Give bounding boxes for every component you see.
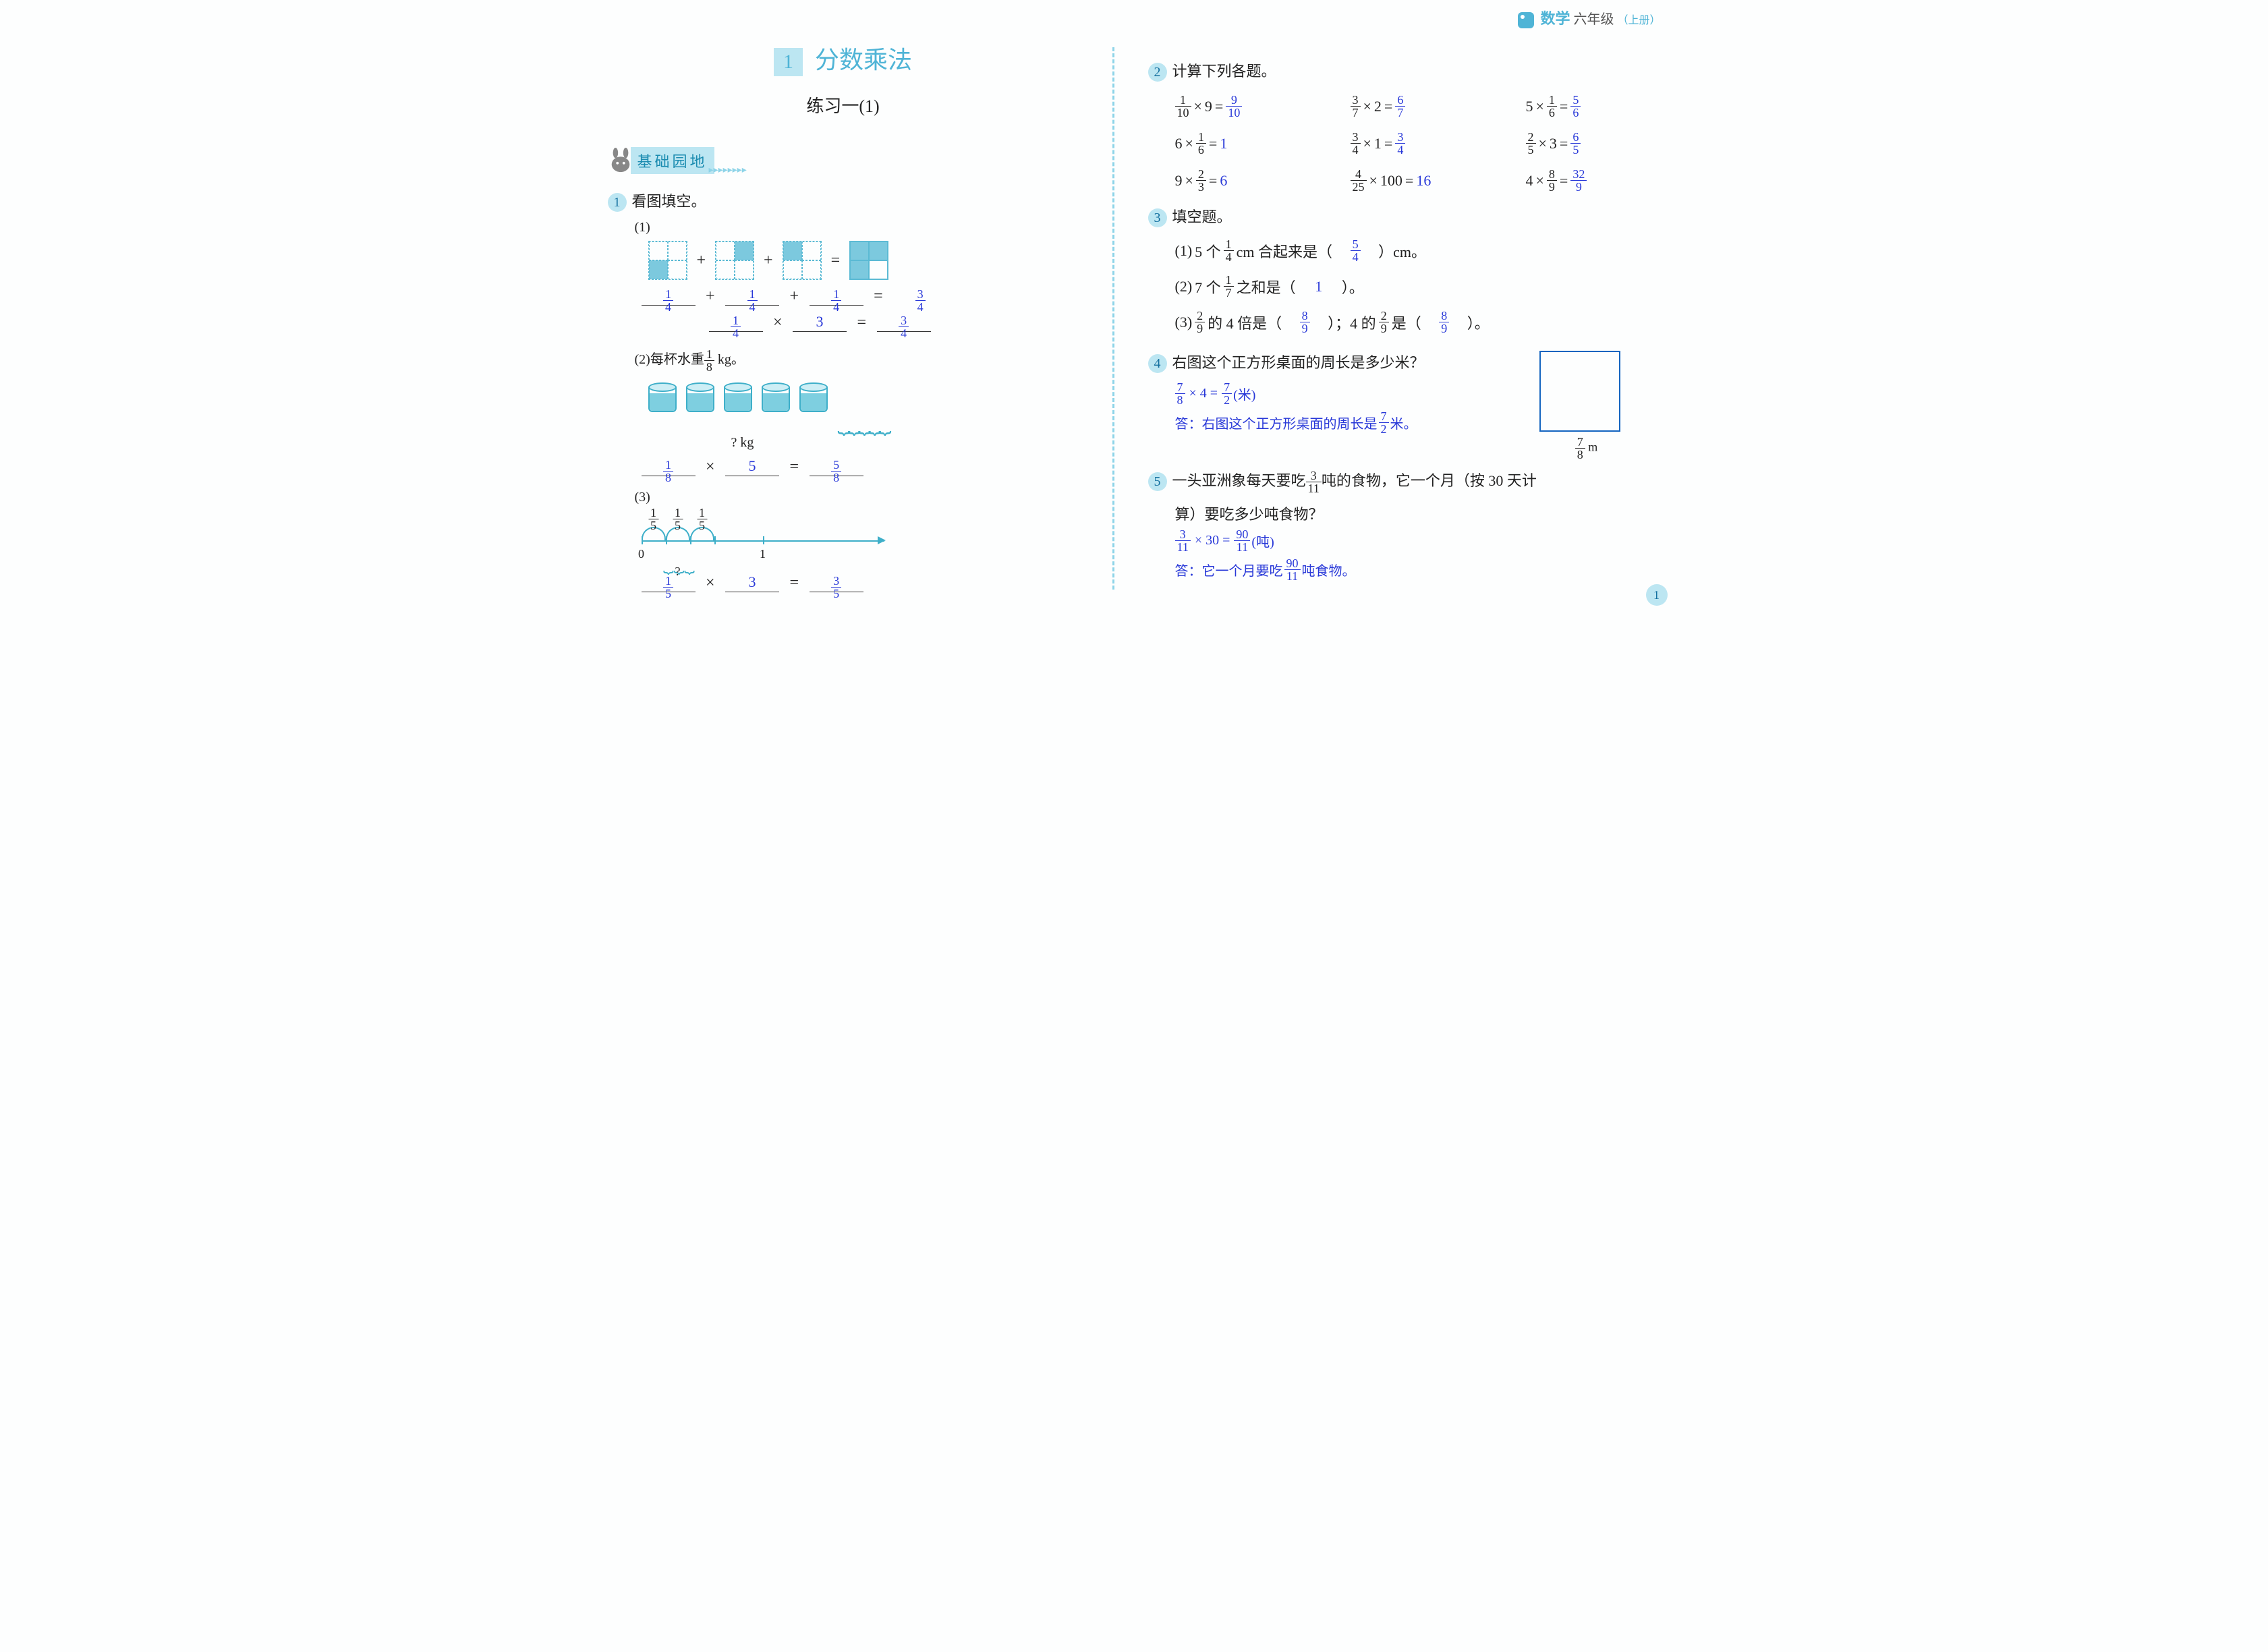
- q5-header: 5 一头亚洲象每天要吃311吨的食物，它一个月（按 30 天计: [1148, 469, 1661, 494]
- calc-item: 37×2=67: [1351, 94, 1485, 119]
- question-number: 2: [1148, 63, 1167, 82]
- calc-row: 9×23=6 425×100=16 4×89=329: [1175, 168, 1661, 193]
- calc-item: 6×16=1: [1175, 131, 1310, 156]
- q1-p1-eq-add: 14 + 14 + 14 = 34: [642, 287, 1079, 306]
- calc-item: 34×1=34: [1351, 131, 1485, 156]
- question-number: 1: [608, 193, 627, 212]
- q3-item-3: (3) 29 的 4 倍是（ 89 ）；4 的 29 是（ 89 ）。: [1175, 310, 1661, 335]
- logo-icon: [1518, 12, 1534, 28]
- calc-row: 6×16=1 34×1=34 25×3=65: [1175, 131, 1661, 156]
- square-figure: 78 m: [1539, 351, 1634, 461]
- q5-answer: 答：它一个月要吃9011吨食物。: [1175, 557, 1661, 582]
- left-column: 1 分数乘法 练习一(1) 基础园地 ▸▸▸▸▸▸▸▸ 1 看图填空。 (1) …: [594, 13, 1092, 603]
- chapter-subtitle: 练习一(1): [608, 92, 1079, 117]
- page-number: 1: [1646, 584, 1668, 606]
- rabbit-icon: [608, 148, 633, 173]
- q5-calc: 311 × 30 = 9011 (吨): [1175, 528, 1661, 553]
- calc-item: 5×16=56: [1526, 94, 1661, 119]
- q1-p3-eq: 15 × 3 = 35: [642, 573, 1079, 592]
- number-line: 0 1 15 15 15 ⏟⏟⏟ ?: [642, 512, 884, 566]
- q1-title: 看图填空。: [632, 190, 706, 211]
- section-label: 基础园地: [631, 147, 714, 174]
- grade-label: 六年级: [1573, 12, 1614, 27]
- calc-item: 425×100=16: [1351, 168, 1485, 193]
- q3-header: 3 填空题。: [1148, 205, 1661, 227]
- calc-row: 110×9=910 37×2=67 5×16=56: [1175, 94, 1661, 119]
- q1-p1-eq-mul: 14 × 3 = 34: [709, 312, 1079, 331]
- q3-item-2: (2)7 个 17 之和是（ 1 ）。: [1175, 274, 1661, 299]
- q1-p1-label: (1): [635, 220, 1079, 235]
- column-divider: [1112, 47, 1114, 590]
- q3-title: 填空题。: [1172, 205, 1232, 227]
- page-header: 数学 六年级 （上册）: [1518, 7, 1660, 28]
- chapter-title: 分数乘法: [815, 47, 912, 74]
- q1-header: 1 看图填空。: [608, 190, 1079, 212]
- calc-item: 25×3=65: [1526, 131, 1661, 156]
- q4-title: 右图这个正方形桌面的周长是多少米？: [1172, 351, 1425, 372]
- q3-item-1: (1)5 个 14 cm 合起来是（ 54 ）cm。: [1175, 238, 1661, 263]
- q4-header: 4 右图这个正方形桌面的周长是多少米？ 78 m: [1148, 351, 1661, 373]
- calc-item: 9×23=6: [1175, 168, 1310, 193]
- chapter-number: 1: [774, 48, 803, 76]
- q5-text: 一头亚洲象每天要吃311吨的食物，它一个月（按 30 天计: [1172, 469, 1537, 494]
- volume-label: （上册）: [1617, 15, 1660, 26]
- calc-item: 110×9=910: [1175, 94, 1310, 119]
- q1-p3-label: (3): [635, 490, 1079, 505]
- q1-p2-label: (2)每杯水重18 kg。: [635, 348, 1079, 373]
- question-number: 3: [1148, 208, 1167, 227]
- q2-grid: 110×9=910 37×2=67 5×16=56 6×16=1 34×1=34 25×3…: [1175, 94, 1661, 193]
- q2-header: 2 计算下列各题。: [1148, 59, 1661, 82]
- section-badge: 基础园地 ▸▸▸▸▸▸▸▸: [608, 144, 1079, 176]
- q1-p1-figure: + + =: [648, 241, 1079, 280]
- brace-icon: ⏟⏟⏟⏟⏟: [648, 409, 1079, 435]
- chapter-heading: 1 分数乘法: [608, 40, 1079, 76]
- brace-label: ? kg: [648, 435, 837, 451]
- page: 数学 六年级 （上册） 1 分数乘法 练习一(1) 基础园地 ▸▸▸▸▸▸▸▸ …: [567, 0, 1701, 617]
- question-number: 4: [1148, 354, 1167, 373]
- right-column: 2 计算下列各题。 110×9=910 37×2=67 5×16=56 6×16=1 3…: [1135, 13, 1674, 603]
- arrow-dots-icon: ▸▸▸▸▸▸▸▸: [709, 165, 747, 176]
- subject-label: 数学: [1540, 10, 1570, 27]
- calc-item: 4×89=329: [1526, 168, 1661, 193]
- cups-figure: [648, 380, 1079, 412]
- q2-title: 计算下列各题。: [1172, 59, 1276, 81]
- q5-text-line2: 算）要吃多少吨食物？: [1175, 503, 1661, 524]
- q1-p2-eq: 18 × 5 = 58: [642, 457, 1079, 476]
- question-number: 5: [1148, 472, 1167, 491]
